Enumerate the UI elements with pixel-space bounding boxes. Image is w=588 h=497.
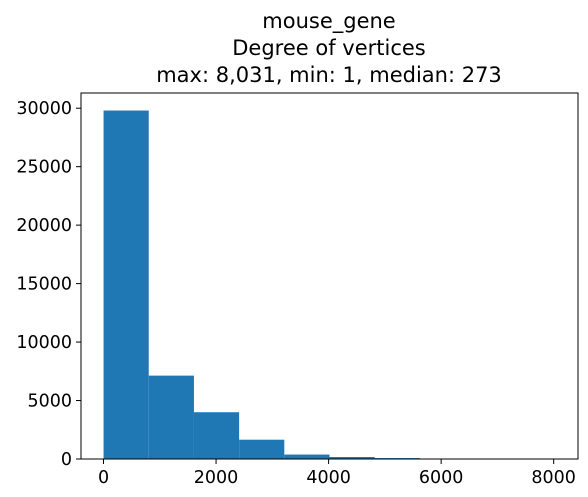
y-tick-label: 0 xyxy=(61,450,72,470)
histogram-bar-5 xyxy=(284,454,330,459)
plot-axes xyxy=(80,92,579,460)
x-tick-label: 6000 xyxy=(419,468,464,488)
chart-title-line-2: Degree of vertices xyxy=(232,36,425,60)
histogram-bar-6 xyxy=(329,457,375,459)
histogram-bar-3 xyxy=(193,412,240,459)
histogram-bar-1 xyxy=(103,110,149,459)
plot-frame xyxy=(80,92,579,460)
y-axis-ticks: 0 5000 10000 15000 20000 25000 30000 xyxy=(16,99,81,470)
x-tick-label: 2000 xyxy=(194,468,239,488)
x-tick-label: 4000 xyxy=(306,468,351,488)
y-tick-label: 25000 xyxy=(16,158,72,178)
y-tick-label: 15000 xyxy=(16,275,72,295)
x-axis-ticks: 0 2000 4000 6000 8000 xyxy=(98,459,576,488)
histogram-bar-4 xyxy=(239,439,285,459)
x-tick-label: 0 xyxy=(98,468,109,488)
chart-title-line-3: max: 8,031, min: 1, median: 273 xyxy=(156,63,502,87)
y-tick-label: 5000 xyxy=(27,392,72,412)
y-tick-label: 30000 xyxy=(16,99,72,119)
histogram-bar-2 xyxy=(148,375,194,459)
histogram-bars xyxy=(103,110,556,459)
y-tick-label: 10000 xyxy=(16,333,72,353)
chart-title-line-1: mouse_gene xyxy=(262,9,395,34)
x-tick-label: 8000 xyxy=(531,468,576,488)
y-tick-label: 20000 xyxy=(16,216,72,236)
